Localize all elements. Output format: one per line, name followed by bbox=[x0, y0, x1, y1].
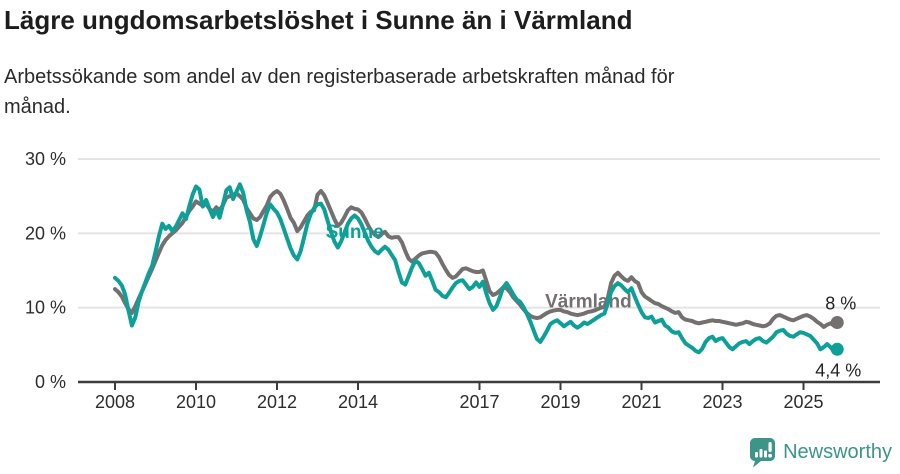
line-chart: 0 % 10 % 20 % 30 % 2008 2010 2012 2014 2017 2019 2… bbox=[25, 149, 880, 412]
series-end-dot-varmland bbox=[830, 316, 844, 330]
logo-bar-1 bbox=[755, 452, 759, 458]
x-axis-label: 2008 bbox=[95, 392, 135, 412]
logo-exclamation-dot bbox=[768, 453, 773, 458]
newsworthy-logo-text: Newsworthy bbox=[783, 441, 892, 463]
series-end-dot-sunne bbox=[830, 342, 844, 356]
x-axis-label: 2012 bbox=[257, 392, 297, 412]
logo-bar-2 bbox=[759, 449, 763, 458]
newsworthy-logo: Newsworthy bbox=[749, 437, 892, 468]
chart-subtitle: Arbetssökande som andel av den registerb… bbox=[4, 66, 675, 118]
logo-bar-3 bbox=[764, 450, 768, 458]
series-line-varmland bbox=[113, 189, 840, 329]
series-label-sunne: Sunne bbox=[326, 222, 384, 243]
end-value-label-varmland: 8 % bbox=[825, 294, 856, 314]
chart-title: Lägre ungdomsarbetslöshet i Sunne än i V… bbox=[4, 5, 633, 35]
y-axis-label: 0 % bbox=[35, 372, 66, 392]
series-line-sunne bbox=[113, 182, 840, 355]
x-axis-label: 2019 bbox=[540, 392, 580, 412]
logo-exclamation-bar bbox=[768, 442, 772, 452]
series-label-varmland: Värmland bbox=[545, 292, 632, 313]
x-axis-label: 2017 bbox=[459, 392, 499, 412]
x-axis-label: 2014 bbox=[338, 392, 378, 412]
x-axis-label: 2023 bbox=[702, 392, 742, 412]
x-axis-label: 2021 bbox=[621, 392, 661, 412]
y-axis-label: 30 % bbox=[25, 149, 66, 169]
end-value-label-sunne: 4,4 % bbox=[815, 360, 861, 380]
x-axis-label: 2025 bbox=[783, 392, 823, 412]
x-axis-label: 2010 bbox=[176, 392, 216, 412]
y-axis-label: 20 % bbox=[25, 223, 66, 243]
newsworthy-logo-icon bbox=[750, 438, 776, 468]
y-axis-label: 10 % bbox=[25, 298, 66, 318]
